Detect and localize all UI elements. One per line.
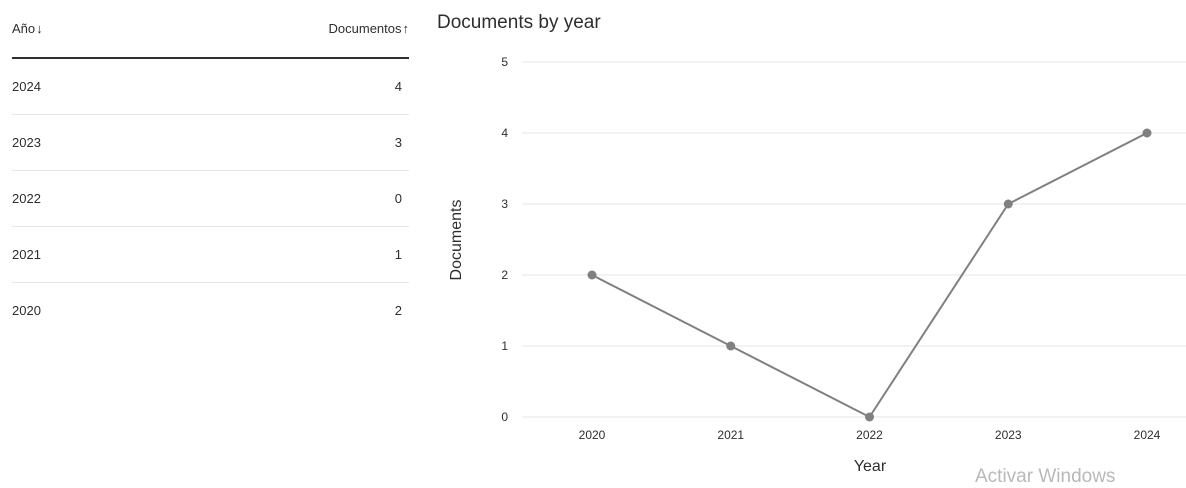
- documents-cell: 1: [394, 247, 402, 262]
- chart-grid: [522, 61, 1186, 418]
- table-row: 2023 3: [12, 115, 409, 171]
- y-tick-label: 3: [501, 197, 508, 211]
- table-row: 2022 0: [12, 171, 409, 227]
- y-tick-label: 1: [501, 339, 508, 353]
- y-tick-label: 0: [501, 410, 508, 424]
- data-point[interactable]: [1003, 199, 1013, 209]
- arrow-down-icon: ↓: [36, 21, 43, 36]
- data-point[interactable]: [865, 412, 874, 422]
- arrow-up-icon: ↑: [402, 21, 410, 36]
- data-points: [587, 128, 1152, 422]
- year-cell: 2022: [12, 191, 41, 206]
- year-cell: 2021: [12, 247, 41, 262]
- data-point[interactable]: [1142, 128, 1152, 138]
- windows-activation-watermark: Activar Windows: [975, 466, 1116, 487]
- table-row: 2024 4: [12, 59, 409, 115]
- y-tick-label: 2: [501, 268, 508, 282]
- x-tick-label: 2022: [856, 428, 883, 442]
- year-header-label: Año: [12, 21, 36, 36]
- year-column-header[interactable]: Año ↓: [12, 21, 43, 36]
- y-axis-title: Documents: [448, 200, 465, 281]
- documents-cell: 2: [394, 303, 402, 318]
- x-tick-label: 2020: [579, 428, 606, 442]
- documents-column-header[interactable]: Documentos ↑: [329, 21, 409, 36]
- year-cell: 2024: [12, 79, 41, 94]
- y-tick-label: 5: [501, 55, 508, 69]
- documents-table: Año ↓ Documentos ↑ 2024 4 2023 3 2022 0 …: [12, 0, 409, 338]
- x-tick-label: 2023: [995, 428, 1022, 442]
- year-cell: 2023: [12, 135, 41, 150]
- x-axis-ticks: 2020 2021 2022 2023 2024: [579, 428, 1161, 442]
- table-header: Año ↓ Documentos ↑: [12, 0, 409, 59]
- x-axis-title: Year: [854, 458, 887, 475]
- year-cell: 2020: [12, 303, 41, 318]
- x-tick-label: 2021: [717, 428, 744, 442]
- documents-cell: 4: [394, 79, 402, 94]
- documents-cell: 0: [394, 191, 402, 206]
- y-tick-label: 4: [501, 126, 508, 140]
- chart-title: Documents by year: [437, 12, 601, 33]
- table-row: 2021 1: [12, 227, 409, 283]
- table-row: 2020 2: [12, 283, 409, 338]
- data-point[interactable]: [587, 270, 597, 280]
- documents-header-label: Documentos: [328, 21, 402, 36]
- y-axis-ticks: 0 1 2 3 4 5: [501, 55, 508, 424]
- data-point[interactable]: [726, 341, 736, 351]
- x-tick-label: 2024: [1134, 428, 1161, 442]
- documents-cell: 3: [394, 135, 402, 150]
